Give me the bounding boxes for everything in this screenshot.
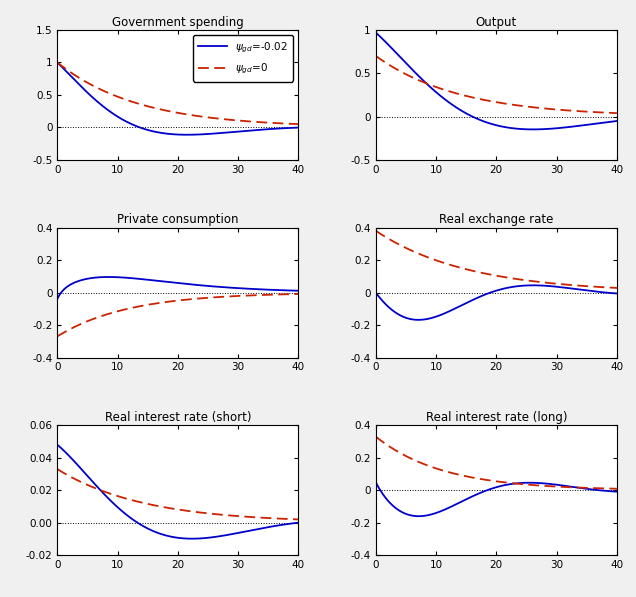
Title: Private consumption: Private consumption (117, 213, 238, 226)
Legend: $\psi_{gd}$=-0.02, $\psi_{gd}$=0: $\psi_{gd}$=-0.02, $\psi_{gd}$=0 (193, 35, 293, 82)
Title: Output: Output (476, 16, 517, 29)
Title: Real exchange rate: Real exchange rate (439, 213, 553, 226)
Title: Real interest rate (long): Real interest rate (long) (425, 411, 567, 424)
Title: Real interest rate (short): Real interest rate (short) (104, 411, 251, 424)
Title: Government spending: Government spending (112, 16, 244, 29)
